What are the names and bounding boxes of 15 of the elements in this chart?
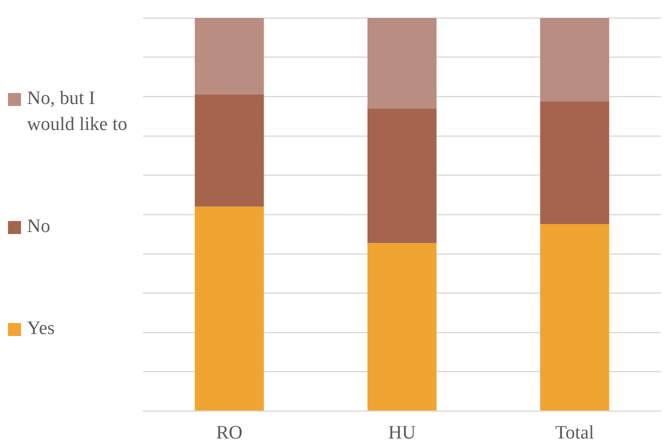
legend-label: No, but I would like to (27, 87, 128, 137)
bar (367, 243, 437, 411)
bar (540, 18, 610, 102)
x-tick-label: Total (555, 422, 594, 444)
x-tick-label: RO (216, 422, 243, 444)
bar (540, 101, 610, 224)
bar (194, 206, 264, 411)
legend-label: Yes (27, 317, 56, 341)
bar (367, 108, 437, 244)
bar (194, 18, 264, 94)
x-tick-label: HU (388, 422, 416, 444)
bar (367, 18, 437, 108)
bar (194, 94, 264, 207)
bar (540, 224, 610, 411)
legend-label: No (27, 215, 52, 239)
